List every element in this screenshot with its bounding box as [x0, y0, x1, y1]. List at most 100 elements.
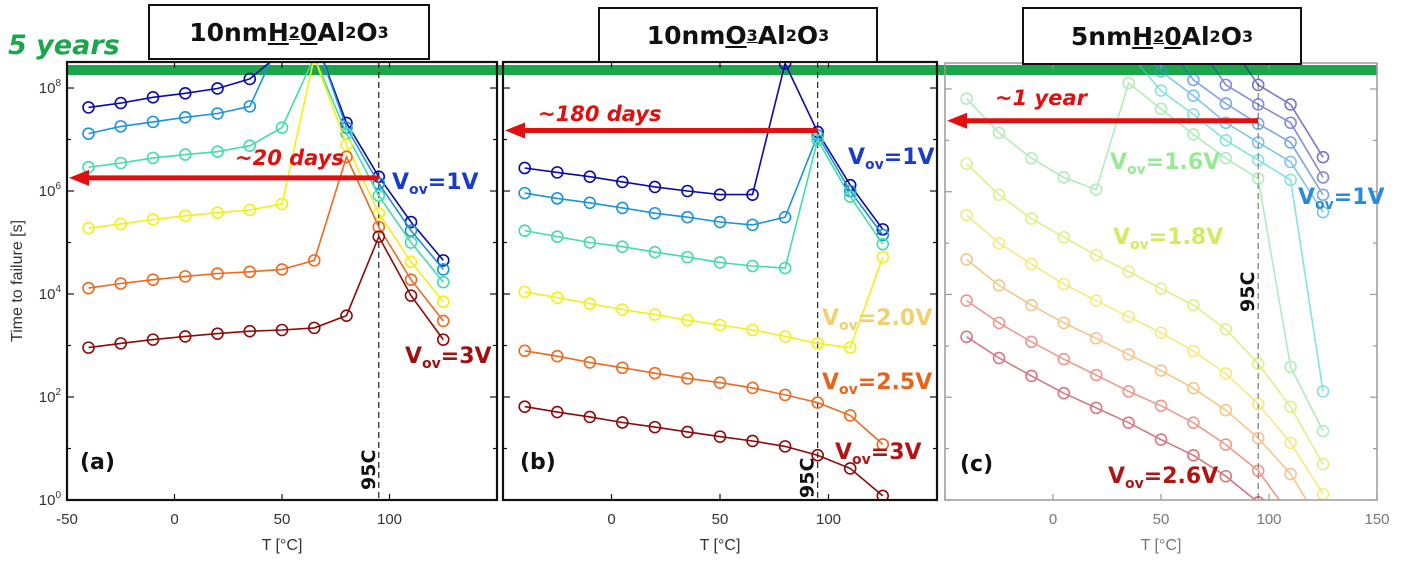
- data-point: [275, 323, 289, 337]
- data-point: [1316, 188, 1330, 202]
- y-tick-label: 108: [39, 78, 62, 97]
- data-point: [1057, 171, 1071, 184]
- data-point: [648, 308, 662, 321]
- data-point: [275, 263, 289, 276]
- data-point: [1025, 298, 1038, 312]
- data-point: [713, 256, 727, 269]
- data-point: [1251, 136, 1265, 149]
- title-segment: H: [267, 17, 289, 47]
- voltage-value: =1.6V: [1145, 150, 1221, 175]
- data-point: [1219, 403, 1233, 417]
- data-point: [518, 400, 532, 413]
- data-point: [616, 416, 629, 429]
- data-point: [1154, 326, 1168, 340]
- title-segment: Al: [317, 17, 346, 47]
- series-line-1: [1242, 63, 1324, 158]
- reference-line-label: 95C: [1237, 272, 1259, 312]
- data-point: [1122, 310, 1135, 323]
- title-segment: 2: [1153, 26, 1165, 46]
- y-tick-label: 100: [39, 490, 62, 509]
- x-tick-label: 50: [712, 511, 729, 528]
- data-point: [275, 197, 289, 211]
- title-segment: 2: [345, 22, 357, 42]
- data-point: [1025, 212, 1038, 225]
- voltage-label: Vov=3V: [835, 440, 922, 468]
- data-point: [1057, 277, 1071, 291]
- data-point: [243, 203, 257, 217]
- data-point: [778, 388, 792, 402]
- data-point: [178, 270, 192, 283]
- data-point: [404, 289, 418, 302]
- x-tick-label: 150: [1364, 511, 1389, 528]
- data-point: [616, 201, 629, 215]
- reference-line-label: 95C: [797, 458, 819, 498]
- data-point: [146, 115, 160, 129]
- data-point: [146, 91, 160, 104]
- series-line-5: [88, 154, 444, 322]
- data-point: [1025, 151, 1038, 165]
- data-point: [211, 145, 224, 158]
- data-point: [1251, 153, 1265, 167]
- data-point: [1219, 469, 1233, 483]
- voltage-symbol: V: [848, 145, 866, 170]
- data-point: [648, 420, 662, 434]
- data-point: [616, 240, 629, 253]
- data-point: [1251, 357, 1265, 370]
- data-point: [114, 337, 128, 350]
- data-point: [82, 281, 95, 295]
- data-point: [82, 221, 95, 235]
- arrow-label: ~1 year: [995, 86, 1087, 110]
- data-point: [713, 430, 727, 443]
- voltage-symbol: V: [1108, 464, 1126, 489]
- title-segment: O: [1220, 21, 1242, 51]
- data-point: [681, 372, 694, 385]
- data-point: [960, 294, 973, 307]
- data-point: [811, 396, 824, 409]
- data-point: [648, 245, 662, 259]
- series-line-6: [88, 234, 444, 349]
- series-line-9: [966, 258, 1308, 500]
- title-segment: 0: [1164, 21, 1182, 51]
- data-point: [82, 101, 95, 114]
- data-point: [778, 330, 792, 343]
- title-segment: 10nm: [189, 17, 268, 47]
- x-axis-label: T [°C]: [262, 537, 303, 554]
- y-tick-base: 10: [39, 492, 56, 509]
- x-tick-label: 50: [1153, 511, 1170, 528]
- data-point: [1057, 316, 1071, 330]
- data-point: [178, 86, 192, 100]
- data-point: [1251, 117, 1265, 131]
- x-axis-label: T [°C]: [700, 537, 741, 554]
- y-tick-exponent: 0: [55, 490, 61, 501]
- y-tick-base: 10: [39, 389, 56, 406]
- x-tick-label: 50: [274, 511, 291, 528]
- data-point: [436, 314, 450, 328]
- data-point: [778, 440, 792, 453]
- y-axis-label: Time to failure [s]: [9, 220, 26, 342]
- data-point: [436, 254, 450, 267]
- panel-c: 95C 0 50 100 150 T [°C]: [944, 62, 1390, 554]
- data-point: [1154, 84, 1168, 97]
- data-point: [1318, 521, 1329, 532]
- panel-label: (c): [960, 452, 994, 477]
- voltage-label: Vov=3V: [405, 344, 492, 372]
- series-line-6: [524, 405, 884, 497]
- title-segment: 3: [746, 25, 758, 45]
- data-point: [307, 254, 321, 267]
- data-point: [746, 434, 759, 448]
- data-point: [843, 190, 857, 203]
- data-point: [681, 210, 694, 224]
- five-year-line: [67, 65, 1377, 75]
- data-point: [1284, 400, 1297, 414]
- data-point: [243, 324, 257, 338]
- voltage-value: =3V: [440, 344, 492, 369]
- series-line-1: [524, 62, 884, 230]
- data-point: [82, 127, 95, 140]
- data-point: [992, 279, 1006, 292]
- data-point: [436, 295, 450, 308]
- data-point: [811, 337, 824, 350]
- data-point: [1057, 386, 1071, 400]
- voltage-subscript: ov: [839, 318, 858, 334]
